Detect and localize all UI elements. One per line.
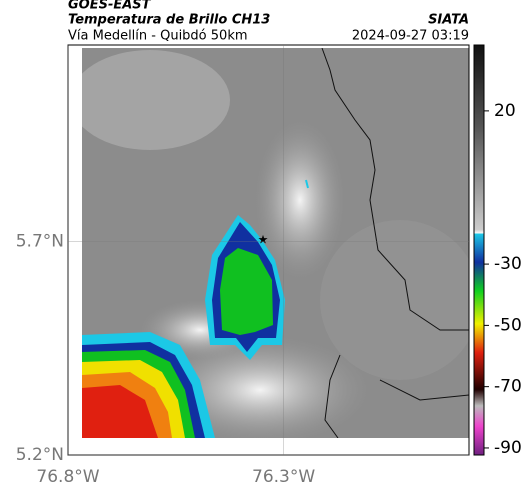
credit: SIATA (428, 13, 469, 28)
colorbar-tick-label: 20 (494, 101, 516, 121)
colorbar-tick-label: -50 (494, 315, 522, 335)
subtitle: Vía Medellín - Quibdó 50km (68, 29, 248, 44)
colorbar-tick-label: -90 (494, 438, 522, 458)
location-marker: ★ (258, 233, 269, 247)
colorbar (473, 44, 485, 456)
lon-tick-label: 76.3°W (252, 467, 315, 487)
title: Temperatura de Brillo CH13 (68, 13, 270, 28)
colorbar-tick-label: -30 (494, 254, 522, 274)
source: GOES-EAST (68, 0, 152, 13)
imagery: ★ (82, 48, 469, 438)
lat-tick-label: 5.7°N (16, 231, 64, 251)
lon-tick-label: 76.8°W (36, 467, 99, 487)
colorbar-tick-label: -70 (494, 377, 522, 397)
lat-tick-label: 5.2°N (16, 445, 64, 465)
datetime: 2024-09-27 03:19 (352, 29, 469, 44)
